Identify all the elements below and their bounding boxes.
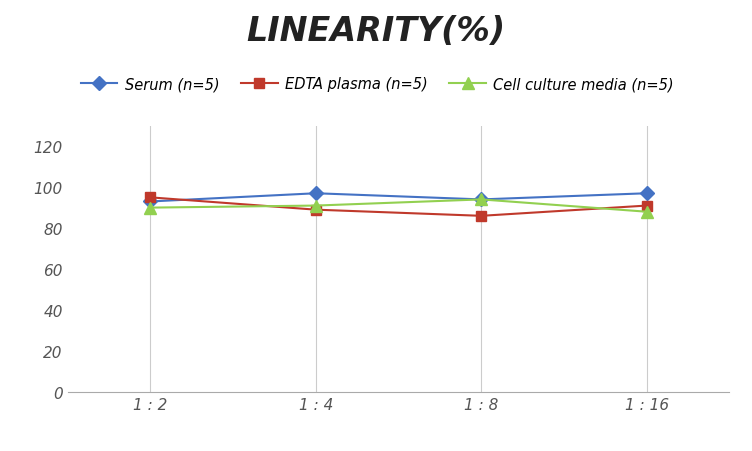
Serum (n=5) <box>146 199 155 205</box>
Serum (n=5) <box>477 197 486 202</box>
Serum (n=5) <box>311 191 320 197</box>
EDTA plasma (n=5) <box>146 195 155 201</box>
Cell culture media (n=5) <box>146 206 155 211</box>
EDTA plasma (n=5) <box>642 203 651 209</box>
EDTA plasma (n=5) <box>477 214 486 219</box>
Cell culture media (n=5) <box>477 197 486 202</box>
EDTA plasma (n=5) <box>311 207 320 213</box>
Serum (n=5) <box>642 191 651 197</box>
Line: EDTA plasma (n=5): EDTA plasma (n=5) <box>146 193 651 221</box>
Text: LINEARITY(%): LINEARITY(%) <box>247 15 505 48</box>
Legend: Serum (n=5), EDTA plasma (n=5), Cell culture media (n=5): Serum (n=5), EDTA plasma (n=5), Cell cul… <box>75 71 680 98</box>
Cell culture media (n=5) <box>311 203 320 209</box>
Cell culture media (n=5) <box>642 210 651 215</box>
Line: Cell culture media (n=5): Cell culture media (n=5) <box>145 194 652 218</box>
Line: Serum (n=5): Serum (n=5) <box>146 189 651 207</box>
